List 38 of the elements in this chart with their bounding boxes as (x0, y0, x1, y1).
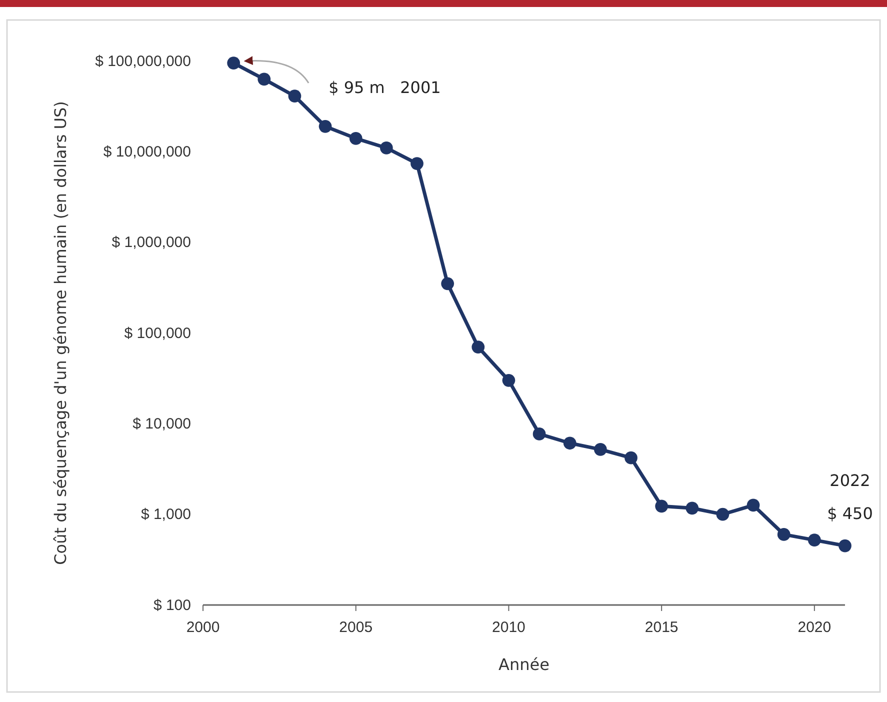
y-tick-label: $ 1,000 (140, 506, 191, 524)
point (532, 428, 546, 440)
point (838, 539, 852, 552)
point (380, 141, 393, 154)
point (655, 500, 668, 513)
point (502, 374, 516, 387)
annotation: $ 450 (827, 504, 873, 523)
x-tick-label: 2015 (644, 619, 678, 636)
y-tick-label: $ 100,000,000 (95, 52, 191, 70)
y-tick-label: $ 10,000 (132, 415, 191, 432)
point (808, 534, 821, 547)
point (318, 120, 332, 133)
point (472, 340, 485, 354)
y-tick-label: $ 100,000 (124, 324, 191, 342)
annotation: $ 95 m 2001 (328, 78, 441, 98)
point (227, 56, 240, 70)
point (349, 132, 362, 145)
y-tick-label: $ 10,000,000 (103, 143, 191, 160)
point (441, 277, 454, 290)
point (686, 502, 699, 515)
point (746, 498, 760, 512)
point (288, 90, 302, 103)
annotation: 2022 (830, 470, 870, 490)
x-tick-label: 2005 (339, 619, 373, 636)
x-tick-label: 2020 (798, 619, 832, 636)
point (410, 157, 424, 170)
x-axis-title: Année (498, 655, 550, 674)
x-tick-label: 2010 (492, 619, 526, 636)
point (624, 451, 638, 464)
x-tick-label: 2000 (186, 619, 220, 636)
y-axis-title: Coût du séquençage d'un génome humain (en dollars US) (51, 101, 70, 565)
y-tick-label: $ 1,000,000 (112, 234, 191, 252)
point (777, 528, 790, 541)
point (594, 442, 607, 456)
point (258, 72, 271, 86)
point (716, 508, 730, 521)
y-tick-label: $ 100 (153, 596, 191, 614)
point (563, 436, 576, 450)
